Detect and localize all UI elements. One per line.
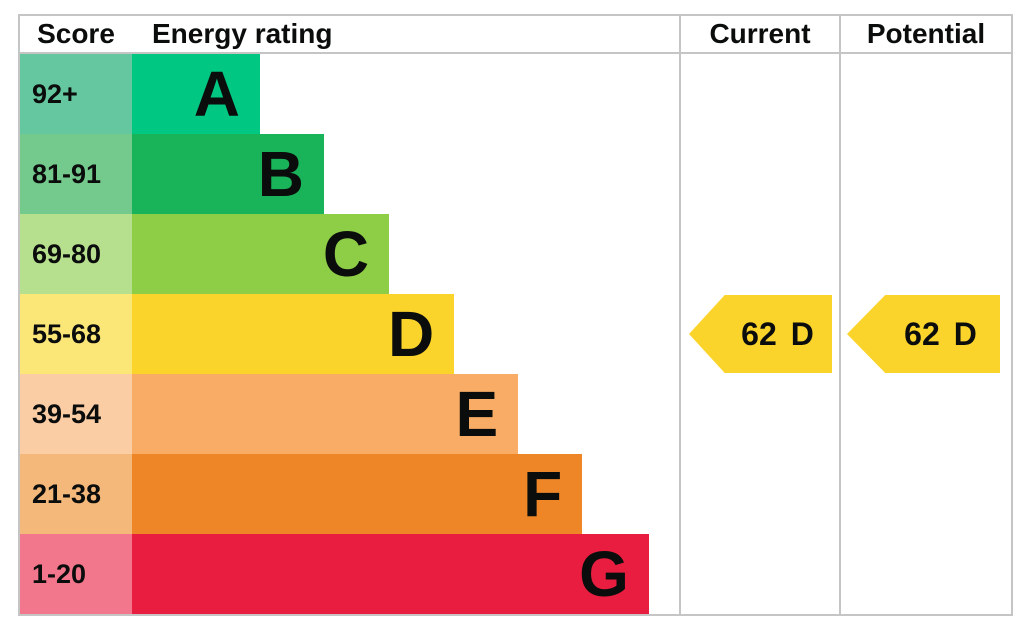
band-bar-g: G: [132, 534, 649, 614]
band-row-a: 92+ A: [20, 54, 1011, 134]
potential-rating-arrow: 62 D: [847, 295, 1000, 373]
potential-score-value: 62: [904, 315, 940, 352]
band-bar-cell-g: G: [132, 534, 679, 614]
potential-cell-d: 62 D: [839, 294, 1011, 374]
score-range-b: 81-91: [20, 134, 132, 214]
potential-cell-b: [839, 134, 1011, 214]
header-row: Score Energy rating Current Potential: [20, 16, 1011, 54]
current-band-letter: D: [790, 315, 814, 352]
band-letter-g: G: [579, 538, 629, 610]
band-row-e: 39-54 E: [20, 374, 1011, 454]
band-bar-a: A: [132, 54, 260, 134]
band-row-b: 81-91 B: [20, 134, 1011, 214]
score-range-f: 21-38: [20, 454, 132, 534]
band-letter-e: E: [455, 378, 499, 450]
band-row-g: 1-20 G: [20, 534, 1011, 614]
band-row-f: 21-38 F: [20, 454, 1011, 534]
band-bar-d: D: [132, 294, 455, 374]
band-letter-a: A: [193, 58, 240, 130]
potential-cell-e: [839, 374, 1011, 454]
band-letter-f: F: [523, 458, 563, 530]
band-bar-cell-f: F: [132, 454, 679, 534]
band-row-c: 69-80 C: [20, 214, 1011, 294]
current-cell-a: [679, 54, 839, 134]
band-bar-cell-e: E: [132, 374, 679, 454]
band-bar-cell-c: C: [132, 214, 679, 294]
band-bar-c: C: [132, 214, 390, 294]
current-column-header: Current: [679, 16, 839, 52]
band-bar-e: E: [132, 374, 519, 454]
potential-cell-a: [839, 54, 1011, 134]
band-row-d: 55-68 D 62 D 62 D: [20, 294, 1011, 374]
energy-rating-column-header: Energy rating: [152, 18, 333, 49]
epc-rating-chart: Score Energy rating Current Potential 92…: [18, 14, 1013, 616]
band-bar-cell-b: B: [132, 134, 679, 214]
potential-cell-f: [839, 454, 1011, 534]
band-letter-c: C: [322, 218, 370, 290]
current-cell-e: [679, 374, 839, 454]
score-column-header: Score: [37, 18, 115, 49]
score-range-a: 92+: [20, 54, 132, 134]
potential-band-letter: D: [953, 315, 977, 352]
score-range-c: 69-80: [20, 214, 132, 294]
current-cell-c: [679, 214, 839, 294]
band-bar-b: B: [132, 134, 324, 214]
current-cell-b: [679, 134, 839, 214]
current-cell-d: 62 D: [679, 294, 839, 374]
current-rating-arrow: 62 D: [689, 295, 832, 373]
band-bar-f: F: [132, 454, 583, 534]
current-score-value: 62: [741, 315, 777, 352]
potential-cell-g: [839, 534, 1011, 614]
score-range-d: 55-68: [20, 294, 132, 374]
potential-cell-c: [839, 214, 1011, 294]
potential-column-header: Potential: [839, 16, 1011, 52]
score-range-g: 1-20: [20, 534, 132, 614]
current-cell-g: [679, 534, 839, 614]
band-bar-cell-a: A: [132, 54, 679, 134]
band-bar-cell-d: D: [132, 294, 679, 374]
score-range-e: 39-54: [20, 374, 132, 454]
band-letter-d: D: [387, 298, 435, 370]
band-letter-b: B: [257, 138, 304, 210]
current-cell-f: [679, 454, 839, 534]
